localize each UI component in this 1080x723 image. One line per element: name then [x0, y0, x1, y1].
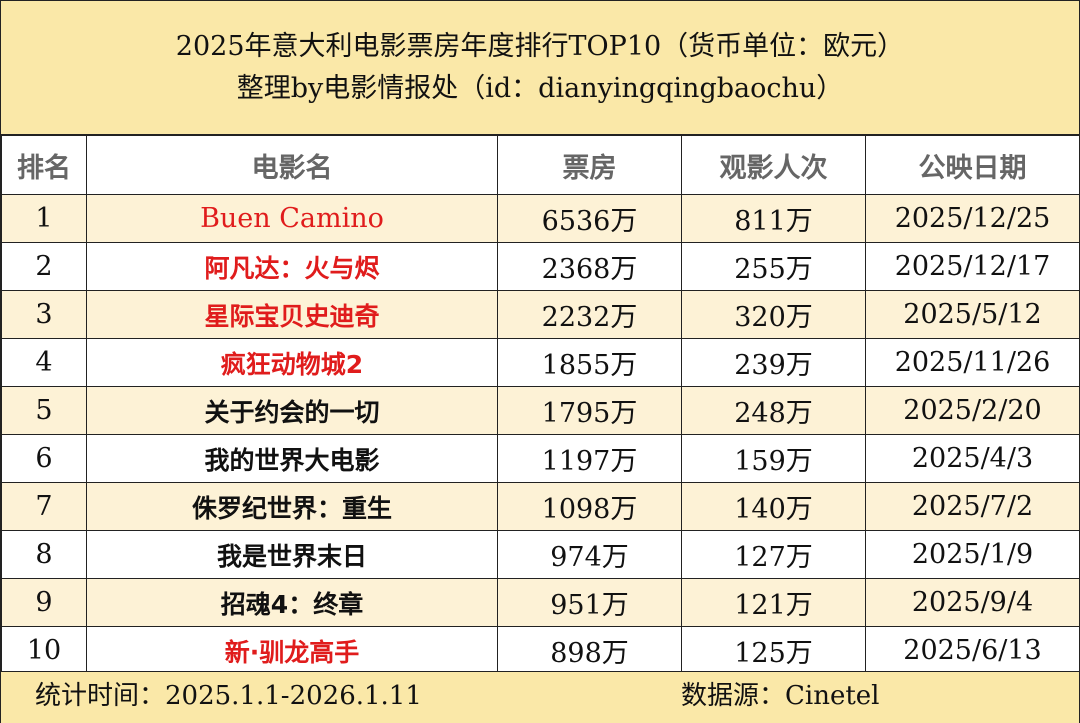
table-row: 6 我的世界大电影 1197万 159万 2025/4/3	[1, 434, 1080, 483]
rank-cell: 1	[1, 194, 87, 243]
box-office-cell: 2368万	[497, 242, 682, 291]
rank-cell: 8	[1, 530, 87, 579]
rank-cell: 7	[1, 482, 87, 531]
table-row: 4 疯狂动物城2 1855万 239万 2025/11/26	[1, 338, 1080, 387]
rank-cell: 5	[1, 386, 87, 435]
release-date-cell: 2025/2/20	[865, 386, 1080, 435]
admissions-cell: 320万	[681, 290, 866, 339]
release-date-cell: 2025/4/3	[865, 434, 1080, 483]
table-row: 9 招魂4：终章 951万 121万 2025/9/4	[1, 578, 1080, 627]
table-row: 10 新·驯龙高手 898万 125万 2025/6/13	[1, 626, 1080, 675]
release-date-cell: 2025/5/12	[865, 290, 1080, 339]
table-row: 7 侏罗纪世界：重生 1098万 140万 2025/7/2	[1, 482, 1080, 531]
box-office-cell: 2232万	[497, 290, 682, 339]
admissions-cell: 140万	[681, 482, 866, 531]
table-row: 2 阿凡达：火与烬 2368万 255万 2025/12/17	[1, 242, 1080, 291]
admissions-cell: 121万	[681, 578, 866, 627]
column-header-rank: 排名	[1, 135, 87, 195]
table-row: 8 我是世界末日 974万 127万 2025/1/9	[1, 530, 1080, 579]
box-office-cell: 951万	[497, 578, 682, 627]
rank-cell: 4	[1, 338, 87, 387]
admissions-cell: 239万	[681, 338, 866, 387]
admissions-cell: 159万	[681, 434, 866, 483]
column-header-row: 排名 电影名 票房 观影人次 公映日期	[1, 135, 1080, 195]
rank-cell: 6	[1, 434, 87, 483]
column-header-box-office: 票房	[497, 135, 682, 195]
admissions-cell: 255万	[681, 242, 866, 291]
movie-title-cell: 星际宝贝史迪奇	[86, 290, 498, 339]
movie-title-cell: Buen Camino	[86, 194, 498, 243]
release-date-cell: 2025/7/2	[865, 482, 1080, 531]
movie-title-cell: 我的世界大电影	[86, 434, 498, 483]
title-line-2: 整理by电影情报处（id：dianyingqingbaochu）	[236, 72, 844, 104]
column-header-admissions: 观影人次	[681, 135, 866, 195]
data-source: 数据源：Cinetel	[681, 681, 880, 711]
rank-cell: 2	[1, 242, 87, 291]
title-banner: 2025年意大利电影票房年度排行TOP10（货币单位：欧元） 整理by电影情报处…	[1, 1, 1079, 135]
column-header-release-date: 公映日期	[865, 135, 1080, 195]
movie-title-cell: 招魂4：终章	[86, 578, 498, 627]
admissions-cell: 127万	[681, 530, 866, 579]
movie-title-cell: 侏罗纪世界：重生	[86, 482, 498, 531]
table-row: 5 关于约会的一切 1795万 248万 2025/2/20	[1, 386, 1080, 435]
movie-title-cell: 我是世界末日	[86, 530, 498, 579]
movie-title-cell: 关于约会的一切	[86, 386, 498, 435]
rank-cell: 10	[1, 626, 87, 675]
footer-bar: 统计时间：2025.1.1-2026.1.11 数据源：Cinetel	[1, 671, 1079, 723]
admissions-cell: 125万	[681, 626, 866, 675]
ranking-table: 排名 电影名 票房 观影人次 公映日期 1 Buen Camino 6536万 811…	[1, 135, 1080, 675]
release-date-cell: 2025/12/17	[865, 242, 1080, 291]
title-line-1: 2025年意大利电影票房年度排行TOP10（货币单位：欧元）	[175, 30, 905, 62]
box-office-cell: 1855万	[497, 338, 682, 387]
movie-title-cell: 疯狂动物城2	[86, 338, 498, 387]
release-date-cell: 2025/12/25	[865, 194, 1080, 243]
table-row: 3 星际宝贝史迪奇 2232万 320万 2025/5/12	[1, 290, 1080, 339]
column-header-title: 电影名	[86, 135, 498, 195]
rank-cell: 9	[1, 578, 87, 627]
rank-cell: 3	[1, 290, 87, 339]
release-date-cell: 2025/6/13	[865, 626, 1080, 675]
movie-title-cell: 阿凡达：火与烬	[86, 242, 498, 291]
box-office-cell: 974万	[497, 530, 682, 579]
box-office-cell: 1795万	[497, 386, 682, 435]
box-office-cell: 898万	[497, 626, 682, 675]
box-office-cell: 1197万	[497, 434, 682, 483]
movie-title-cell: 新·驯龙高手	[86, 626, 498, 675]
admissions-cell: 248万	[681, 386, 866, 435]
admissions-cell: 811万	[681, 194, 866, 243]
box-office-cell: 1098万	[497, 482, 682, 531]
release-date-cell: 2025/11/26	[865, 338, 1080, 387]
table-row: 1 Buen Camino 6536万 811万 2025/12/25	[1, 194, 1080, 243]
release-date-cell: 2025/9/4	[865, 578, 1080, 627]
box-office-cell: 6536万	[497, 194, 682, 243]
release-date-cell: 2025/1/9	[865, 530, 1080, 579]
stat-period: 统计时间：2025.1.1-2026.1.11	[35, 681, 422, 711]
